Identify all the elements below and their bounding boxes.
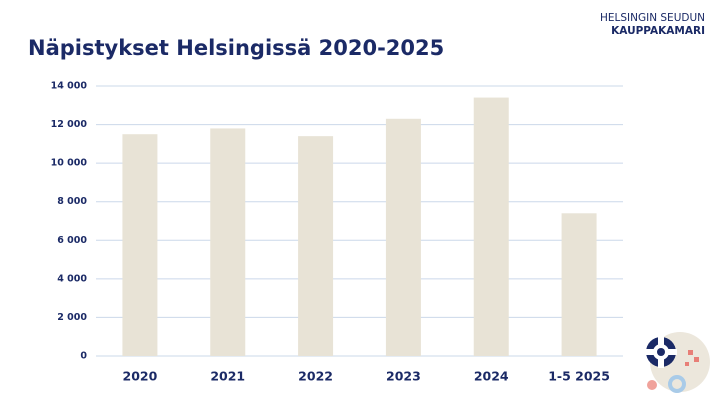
deco-square: [694, 357, 699, 362]
y-tick-label: 8 000: [57, 196, 87, 207]
y-tick-label: 14 000: [51, 81, 88, 92]
y-tick-label: 4 000: [57, 273, 87, 284]
x-tick-label: 2023: [386, 369, 421, 384]
x-tick-label: 2024: [474, 369, 509, 384]
decoration: [645, 332, 710, 393]
y-tick-label: 2 000: [57, 312, 87, 323]
y-tick-label: 6 000: [57, 235, 87, 246]
y-tick-label: 12 000: [51, 119, 88, 130]
deco-dot: [647, 380, 657, 390]
bar: [210, 128, 246, 356]
x-tick-label: 2022: [298, 369, 333, 384]
deco-square: [688, 350, 693, 355]
y-tick-label: 0: [80, 351, 87, 362]
chart-title: Näpistykset Helsingissä 2020-2025: [28, 36, 444, 60]
deco-square: [685, 362, 689, 366]
x-tick-label: 1-5 2025: [548, 369, 610, 384]
bar: [561, 213, 597, 356]
bar: [473, 97, 509, 357]
deco-ring: [668, 375, 686, 393]
bar: [298, 136, 334, 356]
bar: [122, 134, 158, 356]
deco-dot: [657, 348, 665, 356]
y-tick-label: 10 000: [51, 158, 88, 169]
logo-text: KAUPPAKAMARI: [611, 25, 705, 37]
x-tick-label: 2020: [123, 369, 158, 384]
x-tick-label: 2021: [210, 369, 245, 384]
bar: [385, 118, 421, 357]
logo-text: HELSINGIN SEUDUN: [600, 12, 705, 24]
